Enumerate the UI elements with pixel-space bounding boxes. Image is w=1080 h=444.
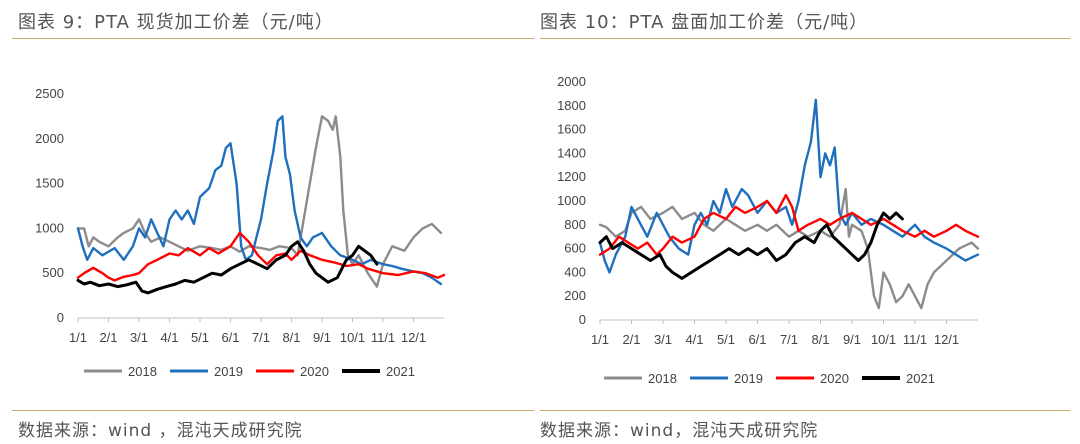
x-tick-label: 5/1 — [717, 332, 735, 347]
x-tick-label: 12/1 — [934, 332, 959, 347]
y-tick-label: 400 — [564, 264, 586, 279]
x-tick-label: 7/1 — [780, 332, 798, 347]
legend-label-2021: 2021 — [386, 364, 415, 379]
x-tick-label: 9/1 — [843, 332, 861, 347]
x-tick-label: 6/1 — [221, 330, 239, 345]
x-tick-label: 5/1 — [191, 330, 209, 345]
x-tick-label: 12/1 — [401, 330, 426, 345]
y-tick-label: 1000 — [557, 193, 586, 208]
legend-label-2019: 2019 — [214, 364, 243, 379]
x-tick-label: 1/1 — [591, 332, 609, 347]
legend-label-2020: 2020 — [300, 364, 329, 379]
title-divider — [540, 38, 1070, 39]
source-note: 数据来源：wind ，混沌天成研究院 — [18, 421, 303, 441]
x-tick-label: 3/1 — [130, 330, 148, 345]
x-tick-label: 8/1 — [282, 330, 300, 345]
source-divider — [540, 410, 1070, 411]
x-tick-label: 9/1 — [313, 330, 331, 345]
series-line-2019 — [598, 98, 980, 274]
x-tick-label: 7/1 — [252, 330, 270, 345]
x-tick-label: 2/1 — [622, 332, 640, 347]
series-line-2018 — [76, 115, 443, 288]
series-line-2021 — [598, 211, 904, 280]
legend-label-2019: 2019 — [734, 371, 763, 386]
y-tick-label: 2000 — [557, 74, 586, 89]
title-divider — [12, 38, 534, 39]
x-tick-label: 10/1 — [340, 330, 365, 345]
series-line-2021 — [76, 240, 379, 295]
legend-label-2021: 2021 — [906, 371, 935, 386]
x-tick-label: 8/1 — [811, 332, 829, 347]
y-tick-label: 600 — [564, 241, 586, 256]
x-tick-label: 2/1 — [99, 330, 117, 345]
x-tick-label: 3/1 — [654, 332, 672, 347]
legend-label-2020: 2020 — [820, 371, 849, 386]
y-tick-label: 0 — [57, 310, 64, 325]
y-tick-label: 1400 — [557, 145, 586, 160]
source-divider — [12, 410, 534, 411]
y-tick-label: 1800 — [557, 98, 586, 113]
x-tick-label: 11/1 — [371, 330, 395, 345]
y-tick-label: 1600 — [557, 122, 586, 137]
chart-title: 图表 9：PTA 现货加工价差（元/吨） — [18, 12, 334, 33]
legend-label-2018: 2018 — [648, 371, 677, 386]
y-tick-label: 500 — [42, 265, 64, 280]
y-tick-label: 1000 — [35, 220, 64, 235]
x-tick-label: 4/1 — [685, 332, 703, 347]
y-tick-label: 1200 — [557, 169, 586, 184]
y-tick-label: 2500 — [35, 86, 64, 101]
source-note: 数据来源：wind，混沌天成研究院 — [540, 421, 819, 441]
x-tick-label: 1/1 — [69, 330, 87, 345]
x-tick-label: 6/1 — [748, 332, 766, 347]
y-tick-label: 1500 — [35, 176, 64, 191]
x-tick-label: 4/1 — [160, 330, 178, 345]
x-tick-label: 10/1 — [871, 332, 896, 347]
chart-title: 图表 10：PTA 盘面加工价差（元/吨） — [540, 12, 869, 33]
y-tick-label: 800 — [564, 217, 586, 232]
series-line-2020 — [76, 231, 446, 282]
y-tick-label: 200 — [564, 288, 586, 303]
y-tick-label: 0 — [579, 312, 586, 327]
series-line-2020 — [598, 193, 980, 256]
y-tick-label: 2000 — [35, 131, 64, 146]
legend-label-2018: 2018 — [128, 364, 157, 379]
x-tick-label: 11/1 — [903, 332, 927, 347]
